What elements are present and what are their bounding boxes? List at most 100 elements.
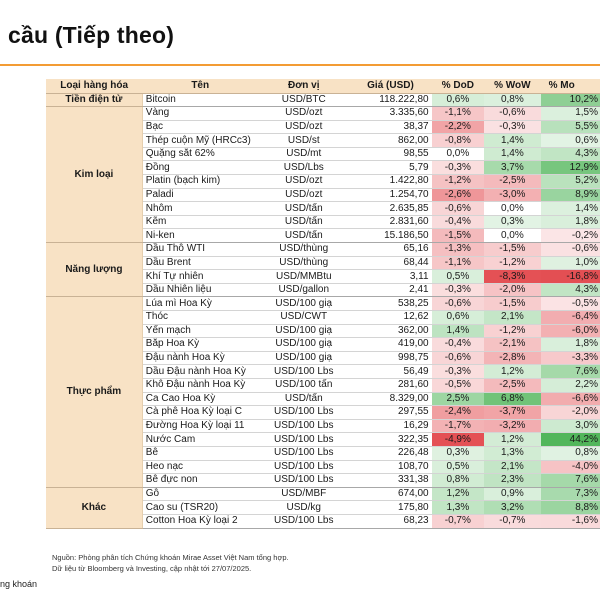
mom-cell: -0,2% <box>540 228 600 244</box>
footer-brand: ng khoán <box>0 579 38 589</box>
name-cell: Heo nạc <box>142 460 259 475</box>
wow-cell: 1,3% <box>484 446 541 461</box>
mom-cell: 7,6% <box>540 364 600 379</box>
dod-cell: -0,8% <box>431 133 485 148</box>
dod-cell: 0,0% <box>431 147 485 162</box>
dod-cell: -0,6% <box>431 351 485 366</box>
unit-cell: USD/BTC <box>258 93 350 108</box>
table-body: Tiền điện tử Bitcoin USD/BTC 118.222,80 0,6%… <box>46 93 600 529</box>
dod-cell: 2,5% <box>431 392 485 407</box>
price-cell: 15.186,50 <box>349 228 432 244</box>
dod-cell: -1,1% <box>431 256 485 271</box>
mom-cell: -0,6% <box>540 242 600 257</box>
wow-cell: 1,4% <box>484 133 541 148</box>
category-cell: Kim loại <box>46 106 143 244</box>
wow-cell: 0,0% <box>484 228 541 244</box>
table-row: Đồng USD/Lbs 5,79 -0,3% 3,7% 12,9% <box>46 160 600 176</box>
category-cell: Khác <box>46 487 143 529</box>
mom-cell: 7,6% <box>540 473 600 488</box>
footnote-data-date: Dữ liệu từ Bloomberg và Investing, cập n… <box>52 564 252 573</box>
dod-cell: -0,7% <box>431 514 485 529</box>
wow-cell: 3,2% <box>484 500 541 515</box>
wow-cell: -2,1% <box>484 337 541 352</box>
table-header-row: Loại hàng hóa Tên Đơn vị Giá (USD) % DoD… <box>46 79 600 94</box>
name-cell: Paladi <box>142 188 259 203</box>
table-row: Năng lượng Dầu Thô WTI USD/thùng 65,16 -1,3%… <box>46 242 600 298</box>
table-row: Platin (bạch kim) USD/ozt 1.422,80 -1,2% -2,… <box>46 174 600 189</box>
table-row: Bê USD/100 Lbs 226,48 0,3% 1,3% 0,8% <box>46 446 600 461</box>
dod-cell: -0,4% <box>431 337 485 352</box>
wow-cell: -3,7% <box>484 405 541 420</box>
table-row: Dầu Brent USD/thùng 68,44 -1,1% -1,2% 1,0% <box>46 256 600 271</box>
price-cell: 108,70 <box>349 460 432 475</box>
unit-cell: USD/100 giạ <box>258 296 350 311</box>
table-row: Cotton Hoa Kỳ loại 2 USD/100 Lbs 68,23 -0,7… <box>46 514 600 529</box>
mom-cell: 8,8% <box>540 500 600 515</box>
unit-cell: USD/tấn <box>258 228 350 244</box>
wow-cell: 1,2% <box>484 432 541 447</box>
mom-cell: 5,2% <box>540 174 600 189</box>
unit-cell: USD/gallon <box>258 283 350 298</box>
unit-cell: USD/CWT <box>258 310 350 325</box>
unit-cell: USD/100 giạ <box>258 324 350 339</box>
name-cell: Bạc <box>142 120 259 135</box>
wow-cell: -0,6% <box>484 106 541 121</box>
table-row: Bạc USD/ozt 38,37 -2,2% -0,3% 5,5% <box>46 120 600 135</box>
mom-cell: 1,5% <box>540 106 600 121</box>
price-cell: 2.831,60 <box>349 215 432 230</box>
name-cell: Ni-ken <box>142 228 259 244</box>
unit-cell: USD/mt <box>258 147 350 162</box>
price-cell: 12,62 <box>349 310 432 325</box>
header-name: Tên <box>142 79 259 94</box>
name-cell: Khí Tự nhiên <box>142 269 259 284</box>
mom-cell: 0,8% <box>540 446 600 461</box>
price-cell: 862,00 <box>349 133 432 148</box>
mom-cell: 1,8% <box>540 215 600 230</box>
name-cell: Bê <box>142 446 259 461</box>
mom-cell: -6,6% <box>540 392 600 407</box>
name-cell: Dầu Thô WTI <box>142 242 259 257</box>
category-cell: Thực phẩm <box>46 296 143 488</box>
unit-cell: USD/tấn <box>258 215 350 230</box>
name-cell: Đậu nành Hoa Kỳ <box>142 351 259 366</box>
price-cell: 998,75 <box>349 351 432 366</box>
price-cell: 8.329,00 <box>349 392 432 407</box>
price-cell: 98,55 <box>349 147 432 162</box>
dod-cell: 0,5% <box>431 460 485 475</box>
dod-cell: -0,6% <box>431 201 485 216</box>
dod-cell: -1,7% <box>431 419 485 434</box>
unit-cell: USD/ozt <box>258 106 350 121</box>
price-cell: 1.254,70 <box>349 188 432 203</box>
table-row: Thép cuộn Mỹ (HRCc3) USD/st 862,00 -0,8% 1,4… <box>46 133 600 148</box>
header-category: Loại hàng hóa <box>46 79 143 94</box>
unit-cell: USD/100 Lbs <box>258 446 350 461</box>
mom-cell: 4,3% <box>540 283 600 298</box>
name-cell: Dầu Brent <box>142 256 259 271</box>
mom-cell: -2,0% <box>540 405 600 420</box>
price-cell: 2,41 <box>349 283 432 298</box>
dod-cell: -4,9% <box>431 432 485 447</box>
name-cell: Yến mạch <box>142 324 259 339</box>
table-row: Thóc USD/CWT 12,62 0,6% 2,1% -6,4% <box>46 310 600 325</box>
table-row: Thực phẩm Lúa mì Hoa Kỳ USD/100 giạ 538,25-… <box>46 296 600 488</box>
table-row: Bê đực non USD/100 Lbs 331,38 0,8% 2,3% 7,6% <box>46 473 600 488</box>
wow-cell: -1,5% <box>484 242 541 257</box>
table-row: Khác Gỗ USD/MBF 674,00 1,2% 0,9% 7,3% <box>46 487 600 529</box>
name-cell: Đường Hoa Kỳ loại 11 <box>142 419 259 434</box>
price-cell: 2.635,85 <box>349 201 432 216</box>
unit-cell: USD/100 giạ <box>258 351 350 366</box>
wow-cell: 1,2% <box>484 364 541 379</box>
unit-cell: USD/kg <box>258 500 350 515</box>
price-cell: 118.222,80 <box>349 93 432 108</box>
unit-cell: USD/MMBtu <box>258 269 350 284</box>
mom-cell: -16,8% <box>540 269 600 284</box>
wow-cell: -3,0% <box>484 188 541 203</box>
mom-cell: 0,6% <box>540 133 600 148</box>
table-row: Ni-ken USD/tấn 15.186,50 -1,5% 0,0% -0,2% <box>46 228 600 244</box>
wow-cell: 0,8% <box>484 93 541 108</box>
dod-cell: -0,4% <box>431 215 485 230</box>
table-row: Ca Cao Hoa Kỳ USD/tấn 8.329,00 2,5% 6,8% -6,6… <box>46 392 600 407</box>
dod-cell: -2,4% <box>431 405 485 420</box>
mom-cell: -6,0% <box>540 324 600 339</box>
mom-cell: 1,8% <box>540 337 600 352</box>
